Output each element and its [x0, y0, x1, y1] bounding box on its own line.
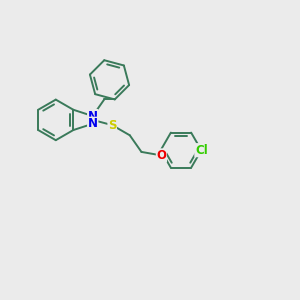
Text: O: O [156, 149, 167, 162]
Text: S: S [108, 119, 116, 132]
Text: Cl: Cl [195, 144, 208, 157]
Text: N: N [88, 110, 98, 122]
Text: N: N [88, 117, 98, 130]
